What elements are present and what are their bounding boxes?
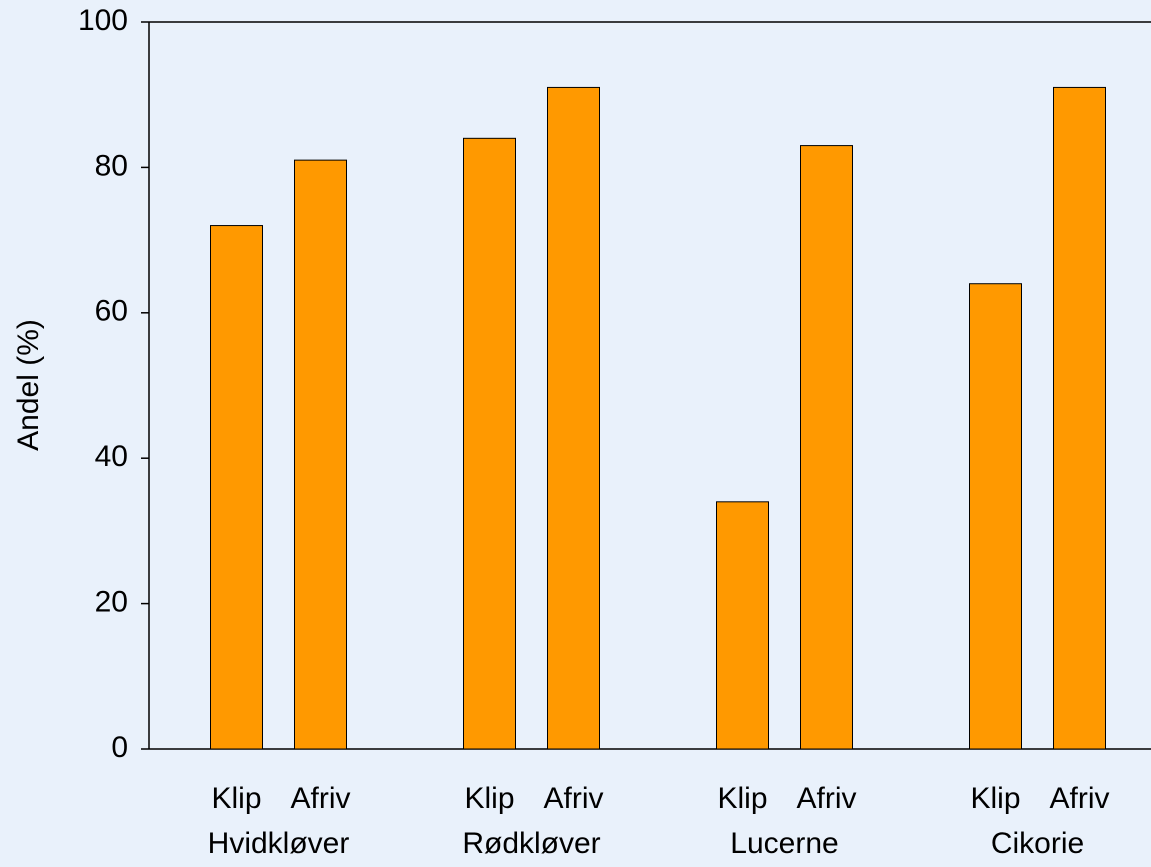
bar xyxy=(548,87,600,749)
bar xyxy=(295,160,347,749)
x-sub-label: Afriv xyxy=(291,782,351,815)
y-tick-label: 40 xyxy=(95,440,128,473)
x-sub-label: Afriv xyxy=(1050,782,1110,815)
x-sub-label: Afriv xyxy=(544,782,604,815)
y-axis-label: Andel (%) xyxy=(12,319,45,451)
x-group-label: Hvidkløver xyxy=(208,827,350,860)
y-tick-label: 0 xyxy=(111,731,128,764)
y-tick-label: 60 xyxy=(95,295,128,328)
bar xyxy=(1054,87,1106,749)
y-tick-label: 80 xyxy=(95,149,128,182)
x-group-label: Lucerne xyxy=(730,827,838,860)
x-sub-label: Klip xyxy=(717,782,767,815)
y-tick-label: 20 xyxy=(95,586,128,619)
bar xyxy=(970,284,1022,749)
x-sub-label: Klip xyxy=(211,782,261,815)
bar xyxy=(801,146,853,749)
x-group-label: Cikorie xyxy=(991,827,1084,860)
page: {"chart_data": {"type": "bar", "y_label"… xyxy=(0,0,1151,867)
x-sub-label: Klip xyxy=(464,782,514,815)
x-group-label: Rødkløver xyxy=(462,827,600,860)
y-tick-label: 100 xyxy=(78,4,128,37)
bar xyxy=(464,138,516,749)
x-sub-label: Afriv xyxy=(797,782,857,815)
bar xyxy=(211,226,263,749)
x-sub-label: Klip xyxy=(970,782,1020,815)
bar xyxy=(717,502,769,749)
chart: Andel (%) 0 20 40 60 80 100 Hvidkløver Klip Afri… xyxy=(0,0,1151,867)
